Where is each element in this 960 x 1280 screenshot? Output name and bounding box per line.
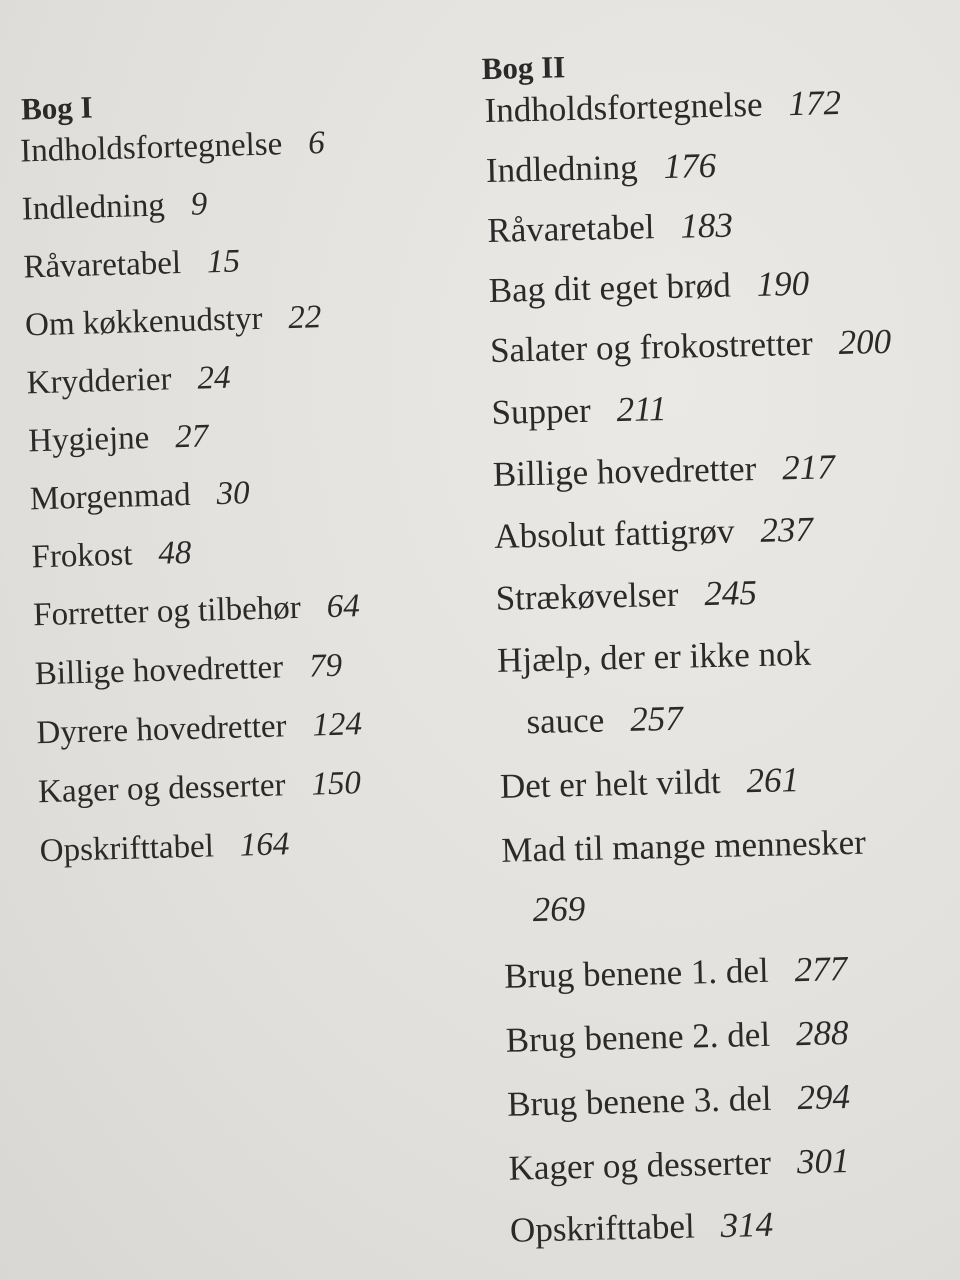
toc-entry: Indholdsfortegnelse 172 xyxy=(484,83,841,131)
entry-title: Brug benene 3. del xyxy=(506,1078,772,1124)
toc-entry: Absolut fattigrøv 237 xyxy=(494,510,813,557)
entry-page: 211 xyxy=(616,388,667,430)
entry-page: 217 xyxy=(781,447,836,488)
entry-page: 183 xyxy=(679,205,734,246)
entry-title: Strækøvelser xyxy=(495,574,679,618)
entry-title: Opskrifttabel xyxy=(509,1206,696,1250)
toc-entry: Opskrifttabel 314 xyxy=(510,1205,774,1251)
toc-entry: Hjælp, der er ikke nok sauce 257 xyxy=(496,633,812,741)
entry-page: 257 xyxy=(629,698,684,739)
toc-entry: Kager og desserter 301 xyxy=(508,1141,850,1189)
toc-entry: Brug benene 3. del 294 xyxy=(507,1077,851,1125)
entry-page: 288 xyxy=(795,1013,849,1054)
entry-page: 172 xyxy=(788,82,842,124)
entry-page: 269 xyxy=(532,888,586,930)
entry-title-continued: sauce xyxy=(526,700,605,742)
toc-entry: Bag dit eget brød 190 xyxy=(488,264,809,311)
entry-title: Det er helt vildt xyxy=(499,761,721,806)
entry-title: Brug benene 1. del xyxy=(503,950,770,996)
entry-page: 245 xyxy=(703,572,758,614)
toc-entry: Mad til mange mennesker 269 xyxy=(500,822,867,930)
entry-title: Kager og desserter xyxy=(508,1142,772,1188)
toc-entry: Brug benene 2. del 288 xyxy=(505,1013,849,1061)
entry-title: Indholdsfortegnelse xyxy=(484,84,763,131)
toc-entry: Indledning 176 xyxy=(486,146,717,191)
entry-page: 237 xyxy=(759,509,814,550)
entry-page: 190 xyxy=(756,263,810,304)
entry-page: 277 xyxy=(794,949,848,990)
entry-page: 200 xyxy=(838,321,892,363)
toc-entry: Supper 211 xyxy=(491,389,667,433)
toc-entry: Billige hovedretter 217 xyxy=(492,447,835,495)
entry-page: 301 xyxy=(796,1141,850,1182)
entry-title: Mad til mange mennesker xyxy=(500,822,867,870)
entry-title: Absolut fattigrøv xyxy=(493,511,735,556)
entry-title: Hjælp, der er ikke nok xyxy=(496,633,812,680)
toc-entry: Strækøvelser 245 xyxy=(495,573,757,619)
toc-entry: Salater og frokostretter 200 xyxy=(490,322,892,371)
entry-page: 314 xyxy=(720,1204,774,1245)
toc-entry: Råvaretabel 183 xyxy=(487,205,733,251)
entry-title: Råvaretabel xyxy=(486,207,655,250)
entry-title: Supper xyxy=(491,390,592,432)
entry-title: Brug benene 2. del xyxy=(505,1014,771,1060)
entry-title: Salater og frokostretter xyxy=(489,323,814,370)
entry-page: 294 xyxy=(797,1077,851,1118)
entry-title: Bag dit eget brød xyxy=(488,265,732,310)
toc-entry: Brug benene 1. del 277 xyxy=(504,949,848,997)
toc-entry: Det er helt vildt 261 xyxy=(500,760,800,807)
entry-title: Indledning xyxy=(485,147,639,191)
book2-heading: Bog II xyxy=(481,49,566,87)
entry-page: 176 xyxy=(663,145,717,186)
entry-title: Billige hovedretter xyxy=(492,448,757,494)
entry-page: 261 xyxy=(746,760,800,801)
